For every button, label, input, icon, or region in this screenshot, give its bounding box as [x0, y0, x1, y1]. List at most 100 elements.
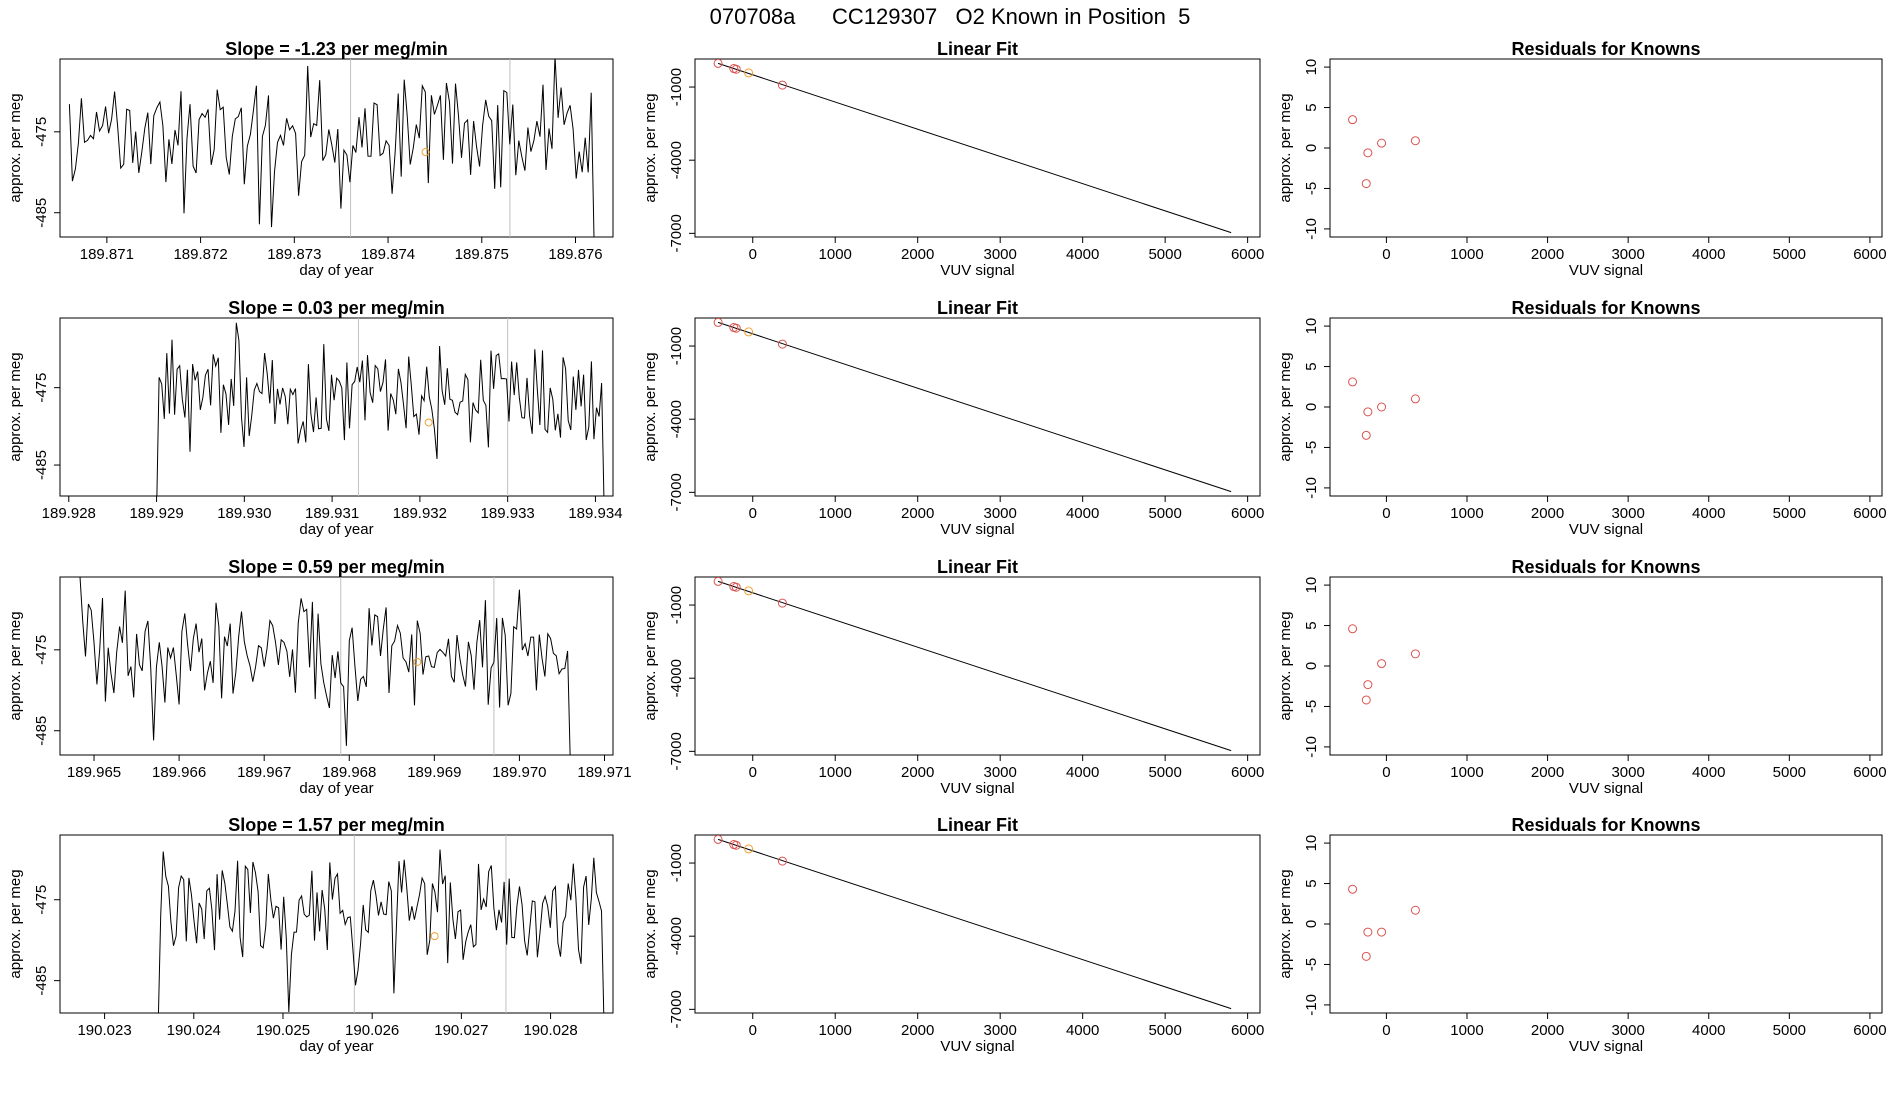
x-tick-label: 3000 — [983, 764, 1016, 781]
x-tick-label: 5000 — [1148, 505, 1181, 522]
panel-timeseries-2: Slope = 0.03 per meg/min 189.928 189.929 18… — [7, 298, 623, 538]
x-tick-label: 1000 — [1450, 505, 1483, 522]
known-point — [1363, 148, 1373, 158]
known-point — [1377, 927, 1387, 937]
x-tick-label: 190.027 — [434, 1022, 488, 1039]
signal-trace — [79, 577, 571, 755]
plot-frame — [694, 834, 1261, 1014]
x-tick-label: 5000 — [1148, 246, 1181, 263]
y-axis-label: approx. per meg — [1277, 93, 1294, 202]
x-axis-label: day of year — [299, 262, 373, 279]
y-tick-label: -4000 — [668, 917, 685, 955]
x-tick-label: 0 — [749, 1022, 757, 1039]
x-tick-label: 189.966 — [152, 764, 206, 781]
x-tick-label: 190.023 — [77, 1022, 131, 1039]
x-tick-label: 4000 — [1066, 246, 1099, 263]
y-tick-label: -475 — [33, 117, 50, 147]
y-tick-label: 5 — [1303, 103, 1320, 111]
x-tick-label: 3000 — [983, 246, 1016, 263]
y-tick-label: 0 — [1303, 403, 1320, 411]
y-tick-label: -7000 — [668, 732, 685, 770]
x-tick-label: 189.873 — [267, 246, 321, 263]
y-tick-label: -475 — [33, 635, 50, 665]
x-tick-label: 0 — [749, 764, 757, 781]
y-tick-label: -1000 — [668, 327, 685, 365]
known-point — [1348, 115, 1358, 125]
y-tick-label: 10 — [1303, 59, 1320, 76]
panel-timeseries-1: Slope = -1.23 per meg/min 189.871 189.872 1… — [7, 39, 614, 279]
x-tick-label: 189.971 — [577, 764, 631, 781]
panel-title: Slope = 0.59 per meg/min — [228, 557, 445, 577]
known-point — [1410, 394, 1420, 404]
x-tick-label: 189.872 — [173, 246, 227, 263]
known-point — [731, 582, 741, 592]
plot-frame — [59, 576, 614, 756]
y-tick-label: -485 — [33, 450, 50, 480]
plot-frame — [1329, 834, 1883, 1014]
plot-area — [713, 318, 1232, 493]
x-tick-label: 6000 — [1231, 1022, 1264, 1039]
known-point — [777, 80, 787, 90]
known-point — [731, 323, 741, 333]
y-axis-label: approx. per meg — [642, 611, 659, 720]
y-tick-label: -10 — [1303, 736, 1320, 758]
panel-residuals-3: Residuals for Knowns 0 1000 2000 3000 4000 500… — [1277, 557, 1887, 797]
known-point — [713, 318, 723, 327]
fit-line — [717, 580, 1232, 752]
y-tick-label: -7000 — [668, 214, 685, 252]
x-axis-label: VUV signal — [940, 262, 1014, 279]
x-tick-label: 6000 — [1231, 764, 1264, 781]
x-tick-label: 3000 — [1611, 246, 1644, 263]
x-tick-label: 4000 — [1692, 764, 1725, 781]
x-tick-label: 6000 — [1853, 246, 1886, 263]
y-axis-label: approx. per meg — [642, 869, 659, 978]
known-point — [713, 835, 723, 844]
panel-title: Slope = 0.03 per meg/min — [228, 298, 445, 318]
plot-frame — [694, 576, 1261, 756]
plot-area — [713, 577, 1232, 752]
y-axis-label: approx. per meg — [7, 93, 24, 202]
x-tick-label: 189.965 — [67, 764, 121, 781]
panel-title: Residuals for Knowns — [1511, 815, 1700, 835]
y-tick-label: -7000 — [668, 473, 685, 511]
signal-trace — [68, 59, 595, 237]
figure-title: 070708a CC129307 O2 Known in Position 5 — [709, 4, 1191, 29]
y-axis-label: approx. per meg — [642, 352, 659, 461]
x-tick-label: 6000 — [1853, 764, 1886, 781]
plot-frame — [694, 317, 1261, 497]
x-tick-label: 4000 — [1066, 764, 1099, 781]
y-tick-label: -4000 — [668, 400, 685, 438]
x-tick-label: 4000 — [1692, 1022, 1725, 1039]
x-tick-label: 0 — [1382, 764, 1390, 781]
x-axis-label: day of year — [299, 521, 373, 538]
y-axis-label: approx. per meg — [1277, 611, 1294, 720]
known-point — [1377, 402, 1387, 412]
y-axis-label: approx. per meg — [1277, 869, 1294, 978]
x-tick-label: 0 — [1382, 246, 1390, 263]
y-tick-label: -485 — [33, 966, 50, 996]
x-tick-label: 6000 — [1853, 505, 1886, 522]
y-tick-label: -5 — [1303, 958, 1320, 971]
y-axis-label: approx. per meg — [7, 352, 24, 461]
y-tick-label: -5 — [1303, 441, 1320, 454]
highlight-point — [744, 327, 754, 337]
panel-title: Linear Fit — [937, 39, 1018, 59]
known-point — [777, 856, 787, 866]
x-tick-label: 2000 — [1531, 1022, 1564, 1039]
x-tick-label: 5000 — [1773, 505, 1806, 522]
plot-frame — [1329, 58, 1883, 238]
x-tick-label: 6000 — [1231, 505, 1264, 522]
x-tick-label: 4000 — [1692, 246, 1725, 263]
x-axis-label: day of year — [299, 1038, 373, 1055]
x-tick-label: 5000 — [1773, 246, 1806, 263]
known-point — [1361, 430, 1371, 440]
known-point — [1348, 377, 1358, 387]
x-tick-label: 190.024 — [167, 1022, 221, 1039]
panel-title: Slope = -1.23 per meg/min — [225, 39, 448, 59]
y-tick-label: 0 — [1303, 662, 1320, 670]
x-tick-label: 3000 — [1611, 505, 1644, 522]
known-point — [1410, 136, 1420, 146]
y-axis-label: approx. per meg — [642, 93, 659, 202]
